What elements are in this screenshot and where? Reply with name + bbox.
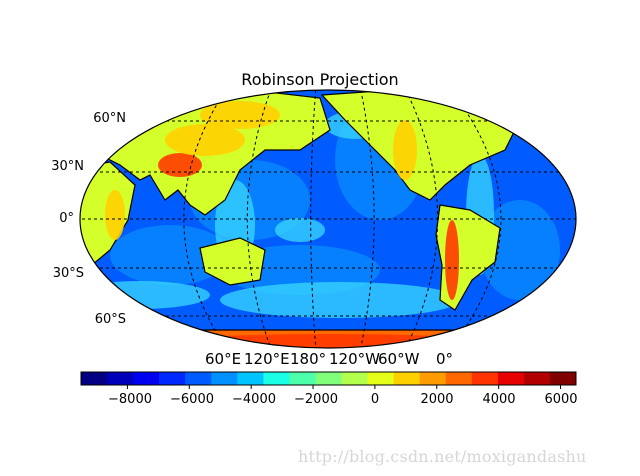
lon-label-0: 0° bbox=[436, 350, 454, 368]
ocean-depth-patch bbox=[480, 200, 560, 300]
map-title: Robinson Projection bbox=[241, 70, 399, 89]
colorbar-swatch bbox=[445, 372, 473, 385]
elevation-siberia bbox=[200, 101, 280, 129]
ocean-depth-patch bbox=[110, 225, 230, 285]
colorbar-swatch bbox=[315, 372, 343, 385]
colorbar-swatch bbox=[159, 372, 186, 385]
lon-label-120e: 120°E bbox=[244, 350, 290, 368]
ocean-depth-patch bbox=[220, 282, 460, 318]
elevation-rockies bbox=[393, 120, 417, 180]
colorbar-swatch bbox=[81, 372, 108, 385]
colorbar-tick-label: 6000 bbox=[544, 392, 578, 407]
colorbar bbox=[80, 371, 577, 389]
colorbar-swatch bbox=[419, 372, 447, 385]
lon-label-60w: 60°W bbox=[378, 350, 420, 368]
lon-label-120w: 120°W bbox=[329, 350, 380, 368]
elevation-east-africa bbox=[105, 190, 125, 240]
lat-label-30s: 30°S bbox=[52, 266, 84, 281]
lat-label-30n: 30°N bbox=[51, 159, 84, 174]
elevation-central-asia bbox=[165, 124, 245, 156]
colorbar-swatch bbox=[211, 372, 238, 385]
colorbar-swatch bbox=[263, 372, 290, 385]
colorbar-swatch bbox=[133, 372, 160, 385]
ocean-depth-patch bbox=[80, 281, 210, 309]
elevation-tibet-plateau bbox=[158, 153, 202, 177]
meridian-line bbox=[405, 90, 438, 348]
lat-label-equator: 0° bbox=[59, 211, 74, 226]
meridian-line bbox=[183, 90, 227, 348]
colorbar-tick-label: 2000 bbox=[420, 392, 454, 407]
lon-labels: 60°E 120°E 180° 120°W 60°W 0° bbox=[0, 350, 640, 370]
colorbar-swatch bbox=[185, 372, 212, 385]
lon-label-60e: 60°E bbox=[205, 350, 242, 368]
colorbar-swatch bbox=[523, 372, 551, 385]
elevation-greenland-ice bbox=[521, 103, 549, 127]
colorbar-swatch bbox=[393, 372, 421, 385]
map-boundary bbox=[79, 89, 577, 349]
watermark: http://blog.csdn.net/moxigandashu bbox=[298, 447, 587, 466]
colorbar-tick-label: −6000 bbox=[170, 392, 214, 407]
colorbar-swatch bbox=[549, 372, 577, 385]
colorbar-swatch bbox=[107, 372, 134, 385]
meridian-line bbox=[450, 90, 502, 348]
meridian-line bbox=[246, 90, 272, 348]
colorbar-swatch bbox=[367, 372, 395, 385]
landmass-greenland bbox=[504, 95, 561, 139]
colorbar-tick-label: −2000 bbox=[294, 392, 338, 407]
colorbar-swatch bbox=[341, 372, 369, 385]
colorbar-swatch bbox=[289, 372, 316, 385]
colorbar-swatch bbox=[471, 372, 499, 385]
meridian-line bbox=[310, 90, 317, 348]
colorbar-swatch bbox=[497, 372, 525, 385]
colorbar-tick-label: 0 bbox=[370, 392, 380, 407]
colorbar-tick-label: −4000 bbox=[232, 392, 276, 407]
map-layers bbox=[80, 90, 576, 348]
colorbar-tick-label: 4000 bbox=[482, 392, 516, 407]
ocean-depth-patch bbox=[275, 218, 325, 242]
elevation-andes bbox=[445, 220, 459, 300]
colorbar-tick-label: −8000 bbox=[108, 392, 152, 407]
lat-label-60n: 60°N bbox=[93, 111, 126, 126]
lat-label-60s: 60°S bbox=[94, 312, 126, 327]
colorbar-swatch bbox=[237, 372, 264, 385]
lon-label-180: 180° bbox=[290, 350, 327, 368]
colorbar-frame bbox=[80, 371, 577, 386]
